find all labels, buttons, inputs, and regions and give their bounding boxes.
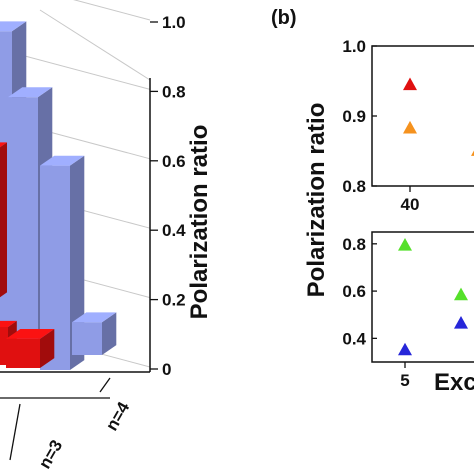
x-tick-labels: n=3 n=4 (9, 377, 134, 472)
subplot-top: 0.8 0.9 1.0 40 (342, 37, 474, 214)
y-tick-label: 0.9 (342, 107, 366, 126)
scatter-point (398, 238, 412, 251)
bar-blue-4-side (102, 312, 117, 355)
scatter-point (454, 316, 468, 329)
z-tick-label: 0.2 (162, 291, 186, 310)
scatter-point (398, 342, 412, 356)
bars-group (0, 21, 117, 370)
grid-line (39, 9, 151, 81)
y-tick-label: 1.0 (342, 37, 366, 56)
subplot-frame (371, 231, 474, 363)
z-tick-labels: 0 0.2 0.4 0.6 0.8 1.0 (150, 13, 186, 379)
panel-b-scatter: (b) Polarization ratio Exc 0.8 0.9 1.0 40 0… (271, 7, 474, 396)
bar-blue-3-top (40, 155, 85, 166)
bar-red-2-top (0, 320, 17, 327)
panel-b-label: (b) (271, 7, 297, 29)
z-tick-label: 0.8 (162, 82, 186, 101)
x-tick-mark (9, 403, 21, 461)
bar-red-3 (6, 338, 40, 368)
x-tick-mark (99, 377, 111, 393)
bar-blue-4 (72, 322, 102, 355)
y-tick-label: 0.8 (342, 235, 366, 254)
x-tick-label: n=3 (35, 437, 66, 472)
x-tick-label: 5 (400, 371, 409, 390)
scatter-point (403, 77, 417, 91)
bar-blue-1-top (0, 21, 27, 32)
bar-red-3-side (40, 328, 55, 368)
bar-red-3-top (6, 328, 55, 339)
bar-red-2 (0, 327, 8, 365)
z-tick-label: 1.0 (162, 13, 186, 32)
subplot-bottom: 0.4 0.6 0.8 5 (342, 231, 474, 390)
panel-a-axes (0, 78, 151, 399)
subplot-frame (371, 45, 474, 187)
bar-blue-2 (8, 97, 38, 352)
bar-blue-2-top (8, 87, 53, 98)
scatter-point (454, 287, 468, 301)
bar-red-1-top (0, 142, 7, 148)
z-tick-label: 0.6 (162, 152, 186, 171)
y-tick-label: 0.6 (342, 282, 366, 301)
x-tick-label: 40 (401, 195, 420, 214)
panel-a-y-axis-title: Polarization ratio (186, 125, 213, 320)
y-tick-label: 0.8 (342, 177, 366, 196)
z-tick-label: 0.4 (162, 221, 186, 240)
panel-b-x-axis-title: Exc (434, 369, 474, 396)
y-tick-label: 0.4 (342, 329, 366, 348)
bar-red-1-side (0, 142, 7, 298)
grid-line (73, 0, 151, 21)
x-tick-label: n=4 (102, 398, 134, 434)
scatter-point (471, 150, 474, 156)
z-tick-label: 0 (162, 360, 171, 379)
panel-a-3d-bar-chart: 0 0.2 0.4 0.6 0.8 1.0 n=3 n=4 Polarization rat… (0, 0, 213, 472)
scatter-point (403, 120, 417, 134)
panel-b-y-axis-title: Polarization ratio (303, 103, 330, 298)
bar-blue-4-top (72, 312, 117, 323)
